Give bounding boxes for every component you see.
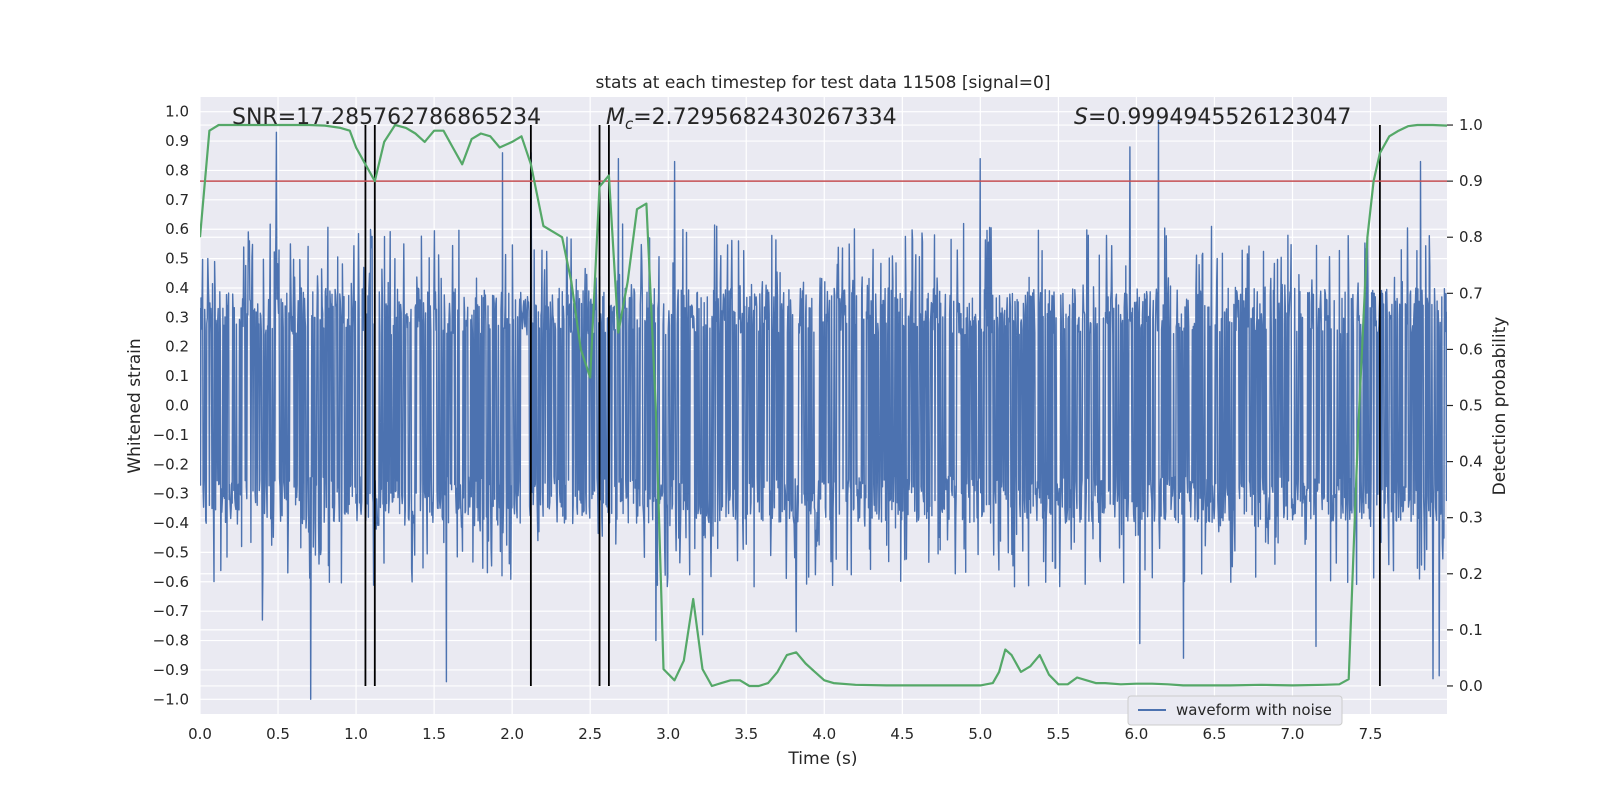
x-tick-label: 5.5 xyxy=(1046,725,1070,743)
y-left-tick-label: −0.9 xyxy=(153,661,189,679)
x-tick-label: 1.0 xyxy=(344,725,368,743)
y-left-tick-label: 0.6 xyxy=(165,220,189,238)
y-left-tick-label: −1.0 xyxy=(153,690,189,708)
y-right-ticks: 1.0 0.9 0.8 0.7 0.6 0.5 0.4 0.3 0.2 0.1 0.0 xyxy=(1447,116,1483,695)
y-right-tick-label: 0.3 xyxy=(1459,509,1483,527)
y-right-axis-label: Detection probability xyxy=(1490,317,1510,496)
x-tick-label: 6.0 xyxy=(1124,725,1148,743)
y-right-tick-label: 0.4 xyxy=(1459,453,1483,471)
y-left-tick-label: 0.3 xyxy=(165,308,189,326)
x-tick-label: 7.0 xyxy=(1281,725,1305,743)
chirp-mass-annotation: Mc=2.7295682430267334 xyxy=(606,105,897,133)
x-tick-label: 0.0 xyxy=(188,725,212,743)
y-left-tick-label: −0.1 xyxy=(153,426,189,444)
y-left-tick-label: 0.0 xyxy=(165,397,189,415)
y-left-tick-label: 0.9 xyxy=(165,132,189,150)
significance-symbol: S xyxy=(1074,105,1088,130)
y-left-axis-label: Whitened strain xyxy=(125,338,145,473)
y-left-tick-label: −0.7 xyxy=(153,602,189,620)
y-left-tick-label: −0.3 xyxy=(153,485,189,503)
legend: waveform with noise xyxy=(1127,695,1343,726)
y-right-tick-label: 0.6 xyxy=(1459,340,1483,358)
y-left-tick-label: 0.4 xyxy=(165,279,189,297)
y-left-tick-label: 0.7 xyxy=(165,191,189,209)
y-right-tick-label: 0.8 xyxy=(1459,228,1483,246)
x-tick-label: 4.5 xyxy=(890,725,914,743)
x-tick-label: 0.5 xyxy=(266,725,290,743)
significance-annotation: S=0.9994945526123047 xyxy=(1074,105,1351,130)
y-left-tick-label: 0.1 xyxy=(165,367,189,385)
legend-box xyxy=(1127,695,1343,726)
chirp-mass-symbol: M xyxy=(606,105,625,130)
x-axis-ticks: 0.0 0.5 1.0 1.5 2.0 2.5 3.0 3.5 4.0 4.5 5.0 5.5 6.0 6… xyxy=(188,725,1382,743)
y-right-tick-label: 0.2 xyxy=(1459,565,1483,583)
x-tick-label: 7.5 xyxy=(1359,725,1383,743)
y-left-tick-label: 0.8 xyxy=(165,161,189,179)
y-left-tick-label: 1.0 xyxy=(165,103,189,121)
chart-title: stats at each timestep for test data 115… xyxy=(596,73,1051,93)
x-tick-label: 3.5 xyxy=(734,725,758,743)
chirp-mass-value: =2.7295682430267334 xyxy=(633,105,896,130)
vertical-markers xyxy=(364,125,1381,686)
waveform-line xyxy=(200,119,1447,700)
y-left-tick-label: −0.6 xyxy=(153,573,189,591)
probability-line xyxy=(200,123,1447,688)
y-left-tick-label: −0.8 xyxy=(153,632,189,650)
snr-annotation: SNR=17.285762786865234 xyxy=(232,105,541,130)
y-right-tick-label: 0.5 xyxy=(1459,397,1483,415)
y-right-tick-label: 0.1 xyxy=(1459,621,1483,639)
x-tick-label: 1.5 xyxy=(422,725,446,743)
y-left-tick-label: −0.2 xyxy=(153,455,189,473)
y-left-tick-label: 0.2 xyxy=(165,338,189,356)
significance-value: =0.9994945526123047 xyxy=(1088,105,1351,130)
y-left-tick-label: −0.5 xyxy=(153,543,189,561)
y-right-tick-label: 1.0 xyxy=(1459,116,1483,134)
x-tick-label: 4.0 xyxy=(812,725,836,743)
chirp-mass-subscript: c xyxy=(625,115,634,133)
y-left-tick-label: −0.4 xyxy=(153,514,189,532)
waveform-series xyxy=(200,119,1447,700)
x-tick-label: 3.0 xyxy=(656,725,680,743)
legend-entry: waveform with noise xyxy=(1176,701,1332,719)
x-tick-label: 5.0 xyxy=(968,725,992,743)
y-right-tick-label: 0.7 xyxy=(1459,284,1483,302)
x-tick-label: 6.5 xyxy=(1203,725,1227,743)
x-tick-label: 2.5 xyxy=(578,725,602,743)
x-axis-label: Time (s) xyxy=(787,749,857,769)
probability-series xyxy=(200,123,1447,688)
y-right-tick-label: 0.0 xyxy=(1459,677,1483,695)
x-tick-label: 2.0 xyxy=(500,725,524,743)
y-right-tick-label: 0.9 xyxy=(1459,172,1483,190)
y-left-tick-label: 0.5 xyxy=(165,250,189,268)
y-left-ticks: 1.0 0.9 0.8 0.7 0.6 0.5 0.4 0.3 0.2 0.1 0.0 −0.1 −0.… xyxy=(153,103,189,709)
